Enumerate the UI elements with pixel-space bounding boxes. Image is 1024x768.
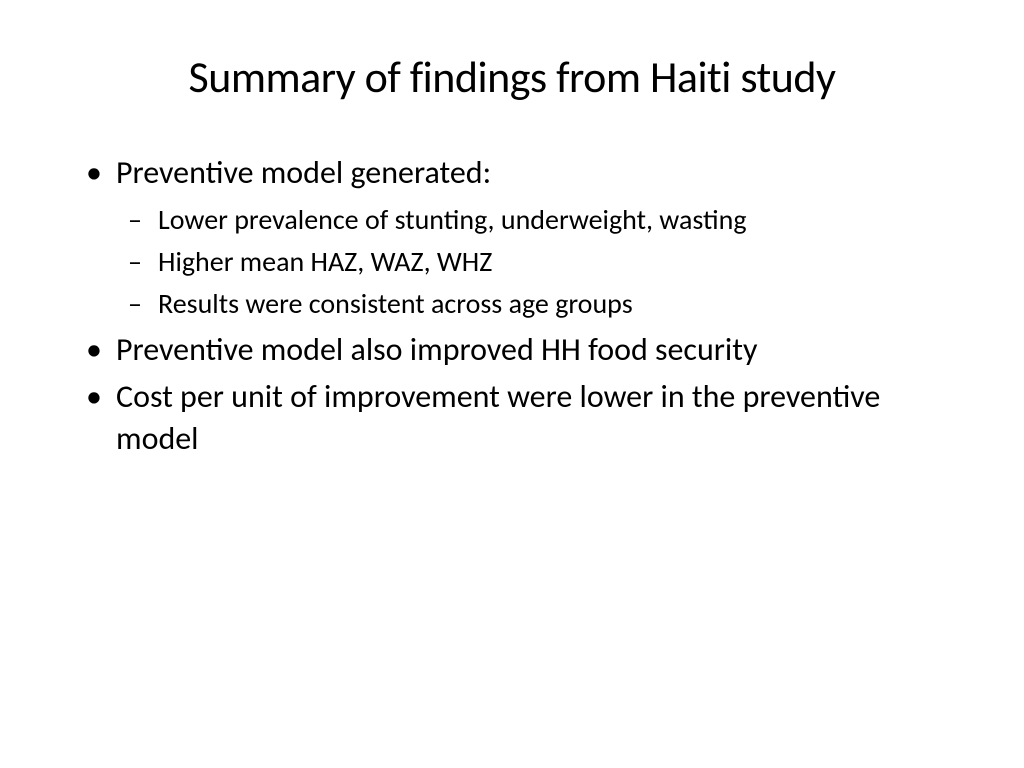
sub-bullet-item: Higher mean HAZ, WAZ, WHZ <box>116 244 954 280</box>
sub-bullet-text: Lower prevalence of stunting, underweigh… <box>158 202 747 237</box>
bullet-item: Cost per unit of improvement were lower … <box>80 376 954 459</box>
slide-title: Summary of findings from Haiti study <box>70 50 954 104</box>
bullet-list-level1: Preventive model generated: Lower preval… <box>80 152 954 460</box>
slide-content: Preventive model generated: Lower preval… <box>70 152 954 460</box>
bullet-text: Cost per unit of improvement were lower … <box>116 377 880 458</box>
bullet-item: Preventive model generated: Lower preval… <box>80 152 954 323</box>
sub-bullet-item: Lower prevalence of stunting, underweigh… <box>116 202 954 238</box>
bullet-text: Preventive model generated: <box>116 153 491 192</box>
sub-bullet-item: Results were consistent across age group… <box>116 286 954 322</box>
sub-bullet-text: Higher mean HAZ, WAZ, WHZ <box>158 244 492 279</box>
bullet-list-level2: Lower prevalence of stunting, underweigh… <box>116 202 954 323</box>
bullet-item: Preventive model also improved HH food s… <box>80 329 954 371</box>
slide-container: Summary of findings from Haiti study Pre… <box>0 0 1024 768</box>
sub-bullet-text: Results were consistent across age group… <box>158 286 633 321</box>
bullet-text: Preventive model also improved HH food s… <box>116 330 757 369</box>
